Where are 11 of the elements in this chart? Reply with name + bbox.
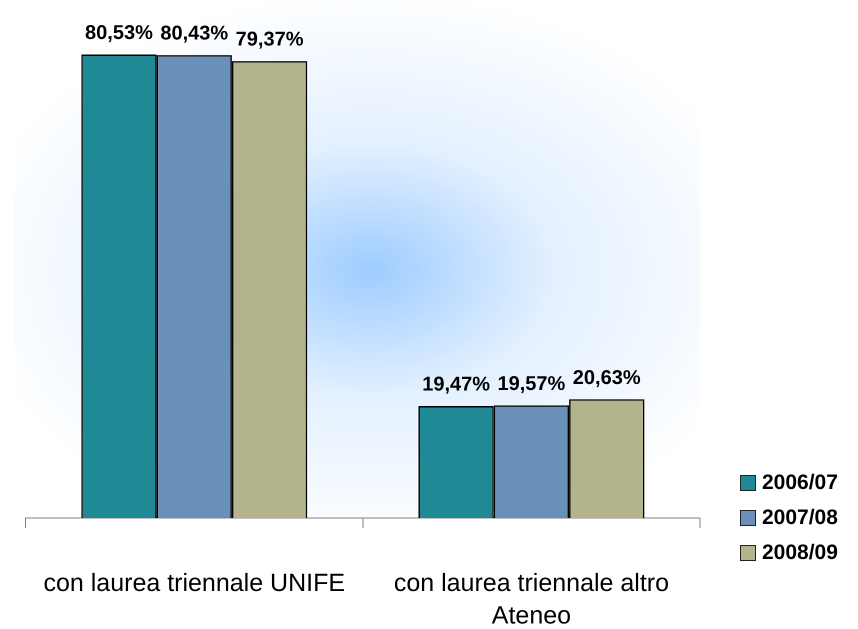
legend-label: 2006/07 — [762, 471, 838, 495]
data-label: 20,63% — [572, 366, 641, 389]
legend-label: 2008/09 — [762, 541, 838, 565]
x-tick-label: con laurea triennale altro Ateneo — [394, 569, 670, 629]
x-tick-label: con laurea triennale UNIFE — [43, 569, 346, 598]
data-label: 80,43% — [160, 22, 228, 45]
data-label: 80,53% — [85, 22, 154, 44]
data-label: 19,57% — [498, 372, 566, 395]
legend-label: 2007/08 — [762, 506, 838, 530]
data-label: 19,47% — [422, 373, 490, 396]
data-label: 79,37% — [236, 28, 304, 51]
